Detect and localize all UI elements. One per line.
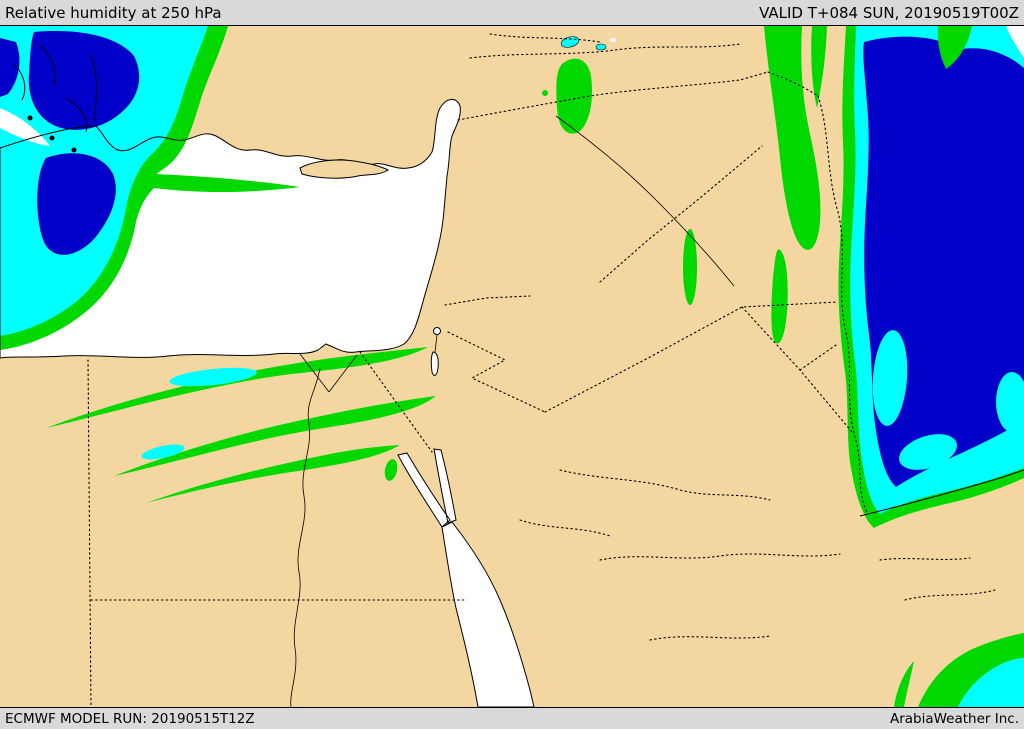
border-kuwait [741,306,853,433]
nile-delta-east [328,354,358,393]
border-syria-iraq [599,145,763,283]
rh-green-syria-blob [556,58,592,134]
rh-green-northeast-thin-streak [811,26,827,108]
admin-line-saudi-6 [904,589,996,601]
admin-line-saudi-5 [519,519,611,537]
model-run-label: ECMWF MODEL RUN: 20190515T12Z [5,710,255,727]
rh-blue-left-edge [0,38,20,97]
border-layer [87,33,996,707]
rh-cyan-southeast-corner [958,658,1024,707]
rh-cyan-patch-1 [872,330,908,426]
border-turkey-iraq [767,71,819,97]
euphrates-lake [609,38,617,42]
rh-green-egypt-band-south [146,445,400,503]
aegean-coast-squiggle-3 [65,97,88,133]
rh-cyan-patch-3 [996,372,1024,432]
coastline-layer [0,43,1024,707]
rh-green-topright-streak [937,26,972,69]
admin-line-turkey-1 [469,43,741,59]
rh-green-egypt-band-middle [114,396,436,476]
sea-of-galilee [433,327,441,335]
persian-gulf-coast [859,469,1024,517]
aegean-island-1 [27,115,33,121]
header-bar: Relative humidity at 250 hPa VALID T+084… [0,0,1024,26]
river-layer [290,115,735,707]
rh-cyan-egypt-lens-north [169,367,257,387]
humidity-inner-patches [872,26,1024,470]
rh-green-egypt-band-north [46,347,428,428]
attribution-label: ArabiaWeather Inc. [889,710,1019,727]
weather-map [0,26,1024,707]
dead-sea [431,352,439,376]
footer-bar: ECMWF MODEL RUN: 20190515T12Z ArabiaWeat… [0,707,1024,729]
aegean-island-3 [71,147,77,153]
nile-river [290,367,321,707]
nile-delta-west [299,353,330,393]
admin-line-saudi-4 [879,557,971,561]
rh-green-syria-dot [542,90,548,96]
topright-white-wedge [1006,26,1024,58]
rh-green-aqaba-dot [384,459,398,481]
rh-green-northeast-band [764,26,821,250]
valid-time-label: VALID T+084 SUN, 20190519T00Z [759,3,1019,22]
page-title: Relative humidity at 250 hPa [5,3,222,22]
border-egypt-libya [87,359,92,707]
aegean-coast-squiggle-2 [37,43,56,87]
aegean-island-2 [49,135,55,141]
rh-cyan-patch-2 [899,434,957,470]
rh-green-border-streak [771,249,788,344]
admin-line-saudi-1 [559,469,771,501]
admin-line-saudi-2 [599,553,841,561]
gulf-of-suez [398,453,450,527]
border-egypt-israel [359,351,433,453]
aegean-coast-squiggle-4 [13,63,26,101]
red-sea [442,522,534,707]
euphrates-river [555,115,735,287]
rh-green-southeast-thin-arc [894,661,914,707]
map-canvas [0,26,1024,707]
aegean-coast-squiggle-1 [89,53,98,123]
border-jordan-saudi [447,331,546,413]
gulf-of-aqaba [434,449,456,523]
rh-cyan-egypt-lens-middle [141,444,185,460]
jordan-river [434,334,438,353]
rh-blue-aegean-core-north [28,31,140,130]
rh-blue-aegean-core-south [37,153,116,255]
border-iraq-saudi [544,301,839,413]
border-turkey-syria [457,71,769,121]
turkey-lake-east [595,43,607,51]
border-syria-jordan [444,295,531,306]
rh-green-iraq-sliver [683,229,697,305]
